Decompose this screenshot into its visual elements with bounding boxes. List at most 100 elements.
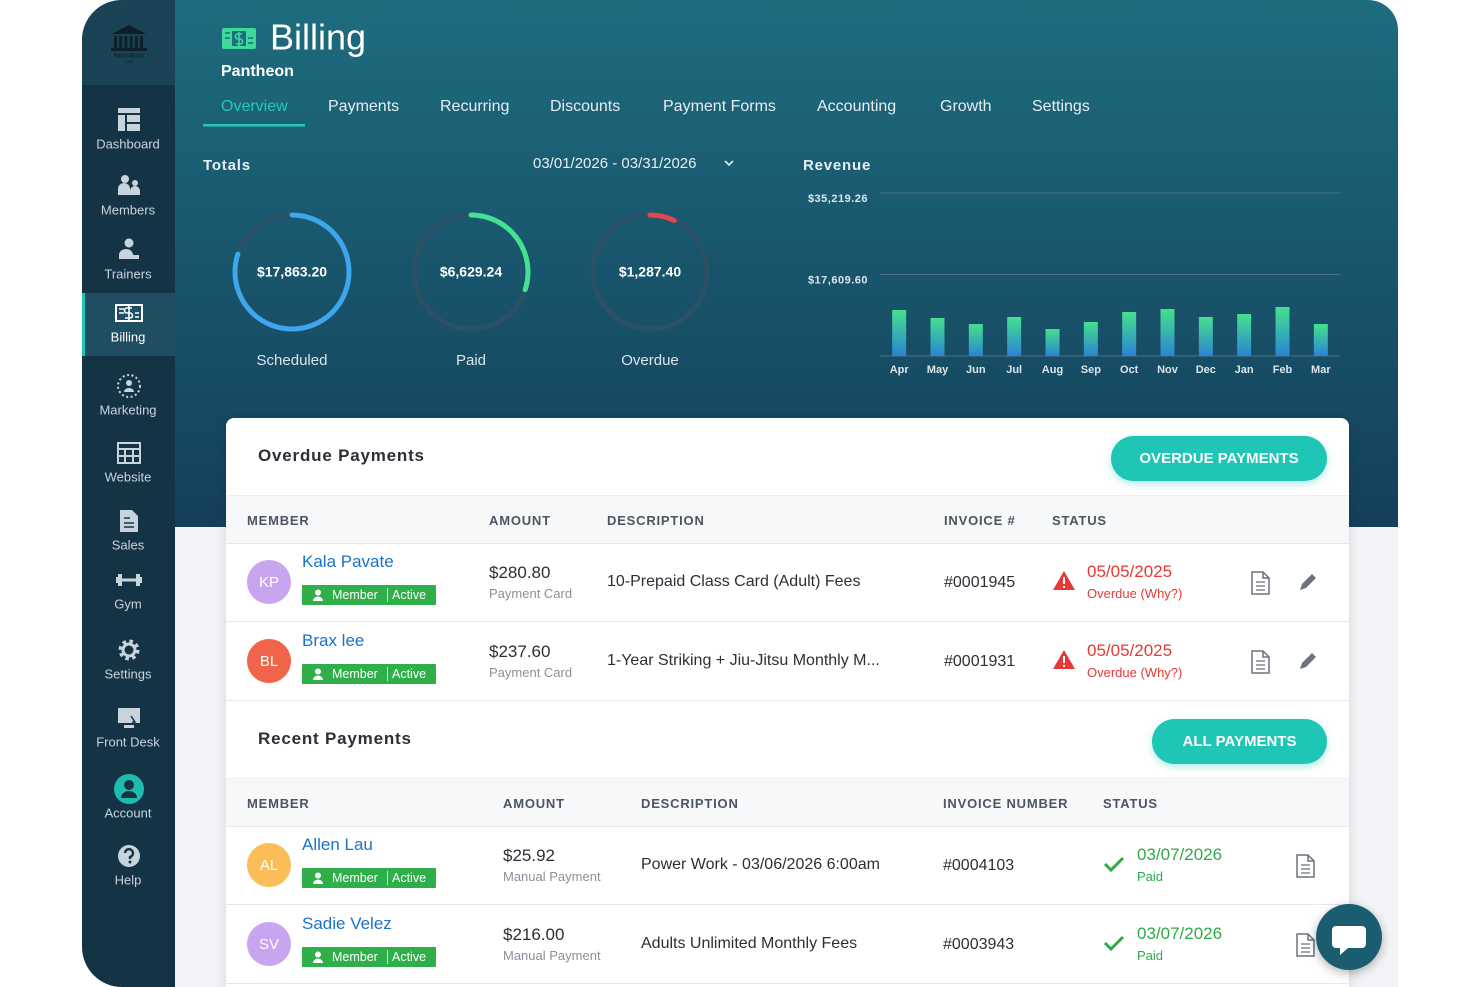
x-tick-label: Nov bbox=[1157, 364, 1179, 376]
tab-underline bbox=[203, 124, 305, 127]
doc-lines bbox=[1301, 943, 1310, 953]
ring-amount: $17,863.20 bbox=[257, 264, 327, 280]
sidebar-item[interactable]: Dashboard bbox=[96, 108, 160, 151]
edit-icon[interactable] bbox=[1296, 572, 1318, 594]
sidebar-label: Account bbox=[105, 805, 152, 820]
column-header: INVOICE NUMBER bbox=[943, 796, 1069, 811]
invoice-icon[interactable] bbox=[1294, 853, 1316, 879]
nav-tab[interactable]: Overview bbox=[221, 98, 288, 115]
person-head bbox=[315, 589, 321, 596]
sidebar-item[interactable]: Account bbox=[105, 774, 152, 820]
ring-amount: $6,629.24 bbox=[440, 264, 502, 280]
member-name[interactable]: Brax lee bbox=[302, 631, 365, 650]
status-text: Overdue (Why?) bbox=[1087, 665, 1183, 680]
sidebar-item[interactable]: Front Desk bbox=[96, 708, 160, 749]
payment-method: Payment Card bbox=[489, 665, 573, 680]
person-head bbox=[315, 951, 321, 958]
member-badge: Member Active bbox=[302, 585, 436, 605]
badge-role: Member bbox=[332, 950, 378, 964]
avatar: BL bbox=[247, 639, 291, 683]
sidebar-item[interactable]: Help bbox=[115, 845, 142, 887]
status-icon bbox=[1103, 935, 1125, 952]
payment-method: Manual Payment bbox=[503, 948, 601, 963]
chat-button[interactable] bbox=[1316, 904, 1382, 970]
section-button[interactable]: OVERDUE PAYMENTS bbox=[1111, 436, 1327, 481]
nav-tab[interactable]: Growth bbox=[940, 98, 992, 115]
sidebar-label: Help bbox=[115, 872, 142, 887]
sidebar-label: Marketing bbox=[99, 402, 156, 417]
column-header: STATUS bbox=[1052, 513, 1107, 528]
icon bbox=[130, 715, 137, 726]
date-chevron bbox=[724, 160, 734, 167]
x-tick-label: Dec bbox=[1196, 364, 1216, 376]
edit-icon[interactable] bbox=[1296, 651, 1318, 673]
badge-role: Member bbox=[332, 588, 378, 602]
column-header: STATUS bbox=[1103, 796, 1158, 811]
member-name[interactable]: Kala Pavate bbox=[302, 552, 394, 571]
sidebar-item[interactable]: Website bbox=[105, 442, 152, 484]
x-tick-label: Mar bbox=[1311, 364, 1331, 376]
status-icon bbox=[1103, 856, 1125, 873]
member-name[interactable]: Sadie Velez bbox=[302, 914, 392, 933]
sidebar-label: Members bbox=[101, 202, 156, 217]
logo-text: PANTHEON bbox=[114, 53, 144, 59]
nav-tab[interactable]: Discounts bbox=[550, 98, 620, 115]
member-name[interactable]: Allen Lau bbox=[302, 835, 373, 854]
warning-dot bbox=[1063, 586, 1065, 588]
sidebar-item[interactable]: Trainers bbox=[104, 238, 152, 282]
sidebar-label: Billing bbox=[111, 329, 146, 344]
nav-tab[interactable]: Accounting bbox=[817, 98, 896, 115]
bar bbox=[1083, 321, 1098, 356]
sidebar-item[interactable]: Sales bbox=[112, 510, 145, 552]
status-date: 03/07/2026 bbox=[1137, 845, 1223, 864]
date-range[interactable]: 03/01/2026 - 03/31/2026 bbox=[533, 155, 696, 172]
x-tick-label: Aug bbox=[1042, 364, 1063, 376]
sidebar-item[interactable]: Marketing bbox=[99, 374, 157, 417]
logo-icon bbox=[111, 25, 147, 51]
avatar: SV bbox=[247, 922, 291, 966]
warning-dot bbox=[1063, 665, 1065, 667]
status-icon bbox=[1053, 571, 1075, 590]
icon bbox=[121, 791, 137, 798]
person-body bbox=[313, 675, 323, 680]
icon bbox=[127, 115, 140, 122]
sidebar-item[interactable]: Billing bbox=[82, 293, 175, 356]
invoice-icon[interactable] bbox=[1294, 932, 1316, 958]
badge-status: Active bbox=[392, 667, 427, 681]
nav-tab[interactable]: Payment Forms bbox=[663, 98, 776, 115]
nav-tab[interactable]: Payments bbox=[328, 98, 399, 115]
description: 1-Year Striking + Jiu-Jitsu Monthly M... bbox=[607, 652, 880, 669]
icon bbox=[116, 577, 118, 583]
member-badge: Member Active bbox=[302, 947, 436, 967]
badge-role: Member bbox=[332, 667, 378, 681]
ring-label: Overdue bbox=[621, 352, 679, 369]
bar bbox=[1237, 314, 1252, 356]
invoice-icon[interactable] bbox=[1249, 570, 1271, 596]
pencil bbox=[1300, 653, 1316, 669]
bar bbox=[1122, 311, 1137, 356]
sidebar-item[interactable]: Gym bbox=[114, 574, 142, 611]
x-tick-label: May bbox=[927, 364, 949, 376]
sidebar-item[interactable]: Members bbox=[101, 175, 156, 217]
description: Adults Unlimited Monthly Fees bbox=[641, 935, 858, 952]
icon bbox=[118, 448, 140, 463]
amount: $280.80 bbox=[489, 563, 551, 582]
section-button[interactable]: ALL PAYMENTS bbox=[1152, 719, 1327, 764]
doc-outline bbox=[1251, 650, 1270, 674]
person-body bbox=[313, 596, 323, 601]
icon bbox=[234, 32, 244, 46]
nav-tab[interactable]: Recurring bbox=[440, 98, 509, 115]
invoice-icon[interactable] bbox=[1249, 649, 1271, 675]
amount: $25.92 bbox=[503, 846, 555, 865]
x-tick-label: Jun bbox=[966, 364, 986, 376]
icon bbox=[115, 304, 143, 322]
avatar: KP bbox=[247, 560, 291, 604]
sidebar-label: Website bbox=[105, 469, 152, 484]
icon bbox=[120, 510, 138, 532]
icon bbox=[126, 380, 132, 386]
badge-status: Active bbox=[392, 950, 427, 964]
sidebar-item[interactable]: Settings bbox=[105, 639, 152, 681]
icon bbox=[119, 308, 139, 318]
totals-label: Totals bbox=[203, 157, 251, 174]
nav-tab[interactable]: Settings bbox=[1032, 98, 1090, 115]
